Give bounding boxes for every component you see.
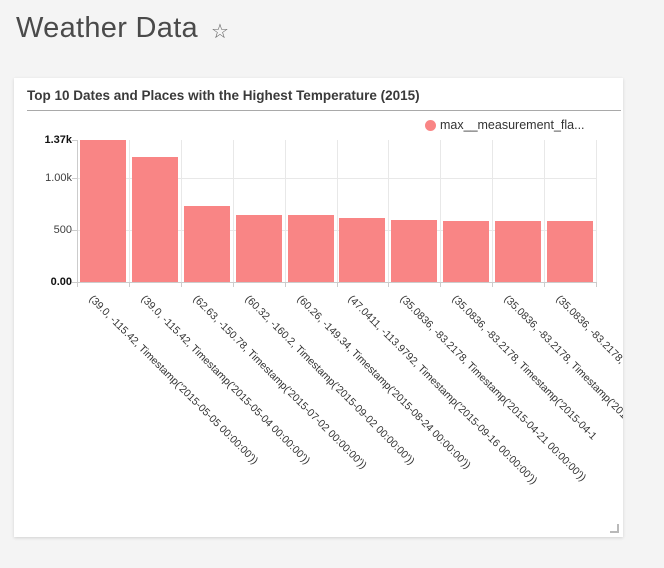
bar[interactable] (391, 220, 438, 282)
x-axis-tick (544, 283, 546, 287)
vertical-gridline (492, 140, 494, 282)
legend-label: max__measurement_fla... (440, 118, 585, 132)
x-axis-label: (62.63, -150.78, Timestamp('2015-07-02 0… (190, 293, 369, 472)
chart-title: Top 10 Dates and Places with the Highest… (27, 88, 420, 103)
x-axis-label: (35.0836, -83.2178, Timestamp('2015-04-2… (397, 293, 589, 484)
y-axis-label: 1.37k (44, 134, 72, 146)
x-axis-tick (440, 283, 442, 287)
y-axis-tick (72, 230, 77, 232)
x-axis-tick (492, 283, 494, 287)
legend-item[interactable]: max__measurement_fla... (425, 118, 585, 132)
vertical-gridline (388, 140, 390, 282)
resize-handle-icon[interactable] (610, 524, 619, 533)
bar[interactable] (235, 214, 282, 282)
page-title: Weather Data (16, 12, 198, 44)
vertical-gridline (544, 140, 546, 282)
x-axis-tick (596, 283, 597, 287)
y-axis-tick (72, 178, 77, 180)
x-axis-tick (388, 283, 390, 287)
vertical-gridline (128, 140, 130, 282)
x-axis-tick (232, 283, 234, 287)
bar-chart: 1.37k 1.00k 500 0.00 (39.0, -115.42, Timesta… (14, 78, 623, 537)
bar[interactable] (79, 140, 126, 282)
vertical-gridline (284, 140, 286, 282)
y-axis-tick (72, 140, 77, 141)
x-axis-tick (128, 283, 130, 287)
horizontal-gridline (78, 178, 596, 180)
y-axis-label: 1.00k (45, 172, 72, 185)
x-axis-tick (336, 283, 338, 287)
y-axis-tick (72, 282, 77, 283)
bar[interactable] (339, 218, 386, 282)
legend-dot-icon (425, 119, 436, 131)
star-favorite-icon[interactable]: ☆ (211, 20, 229, 43)
title-divider (27, 110, 621, 111)
x-axis-tick (77, 283, 78, 287)
chart-card: Top 10 Dates and Places with the Highest… (14, 78, 623, 537)
x-axis-label: (60.26, -149.34, Timestamp('2015-08-24 0… (294, 293, 473, 472)
bar[interactable] (443, 220, 490, 282)
x-axis-tick (284, 283, 286, 287)
y-axis-label: 0.00 (50, 276, 72, 288)
x-axis-tick (180, 283, 182, 287)
bar[interactable] (495, 221, 542, 282)
y-axis-label: 500 (53, 224, 72, 237)
bar[interactable] (131, 156, 178, 282)
header: Weather Data ☆ (16, 12, 229, 45)
vertical-gridline (336, 140, 338, 282)
horizontal-gridline (78, 230, 596, 232)
x-axis-label: (47.0411, -113.9792, Timestamp('2015-09-… (345, 293, 540, 487)
bar[interactable] (547, 221, 594, 282)
vertical-gridline (180, 140, 182, 282)
y-axis-line (77, 140, 78, 283)
vertical-gridline (440, 140, 442, 282)
bar[interactable] (183, 205, 230, 282)
bar[interactable] (287, 215, 334, 282)
vertical-gridline (232, 140, 234, 282)
x-axis-line (77, 282, 597, 283)
vertical-gridline (596, 140, 597, 282)
